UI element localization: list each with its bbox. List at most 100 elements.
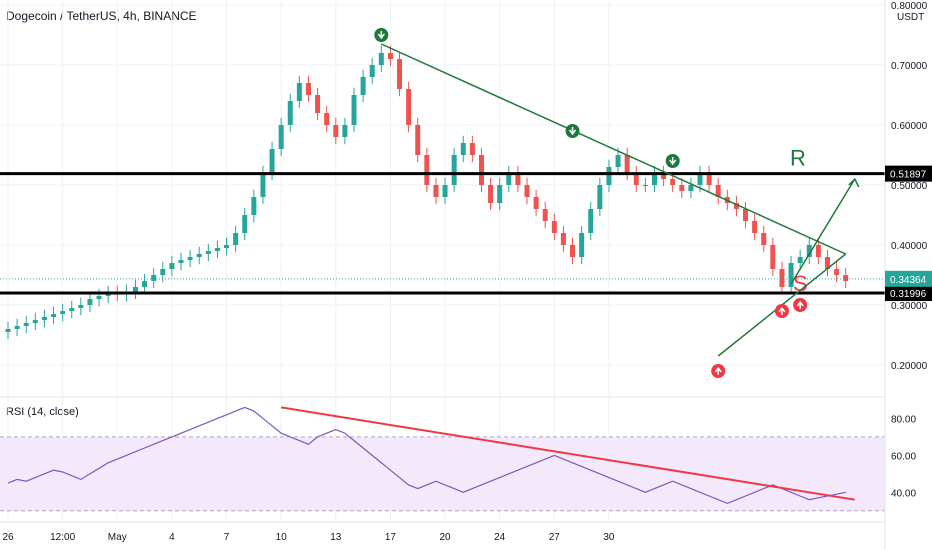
candle-body [752,221,758,233]
candle-body [324,113,330,125]
time-tick-label: 27 [549,532,561,543]
level-letter-S: S [793,271,808,296]
trendline [790,178,856,285]
candle-body [715,185,721,197]
candle-body [442,185,448,197]
candle-body [342,125,348,137]
candle-body [779,269,785,287]
rsi-tick-label: 60.00 [891,451,916,462]
candle-body [497,185,503,203]
rsi-trendline [280,406,855,501]
candle-body [242,215,248,233]
candle-body [351,95,357,125]
currency-label: USDT [897,12,924,23]
candle-body [743,209,749,221]
candle-body [469,143,475,155]
candle-body [142,281,148,287]
last-price-tag: 0.34364 [890,275,927,286]
up-arrow-icon [714,366,722,375]
candle-body [661,173,667,179]
candle-body [305,83,311,95]
time-tick-label: 17 [385,532,397,543]
candle-body [23,323,29,326]
candle-body [588,209,594,233]
last-price-tag-bg [885,270,932,287]
candle-body [560,233,566,245]
candle-body [542,209,548,221]
candle-body [533,197,539,209]
time-tick-label: 12:00 [50,532,75,543]
candle-body [87,299,93,305]
candle-body [624,155,630,173]
candle-body [424,155,430,185]
candle-body [78,305,84,308]
candle-body [788,263,794,287]
level-price-tag: 0.51897 [890,170,927,181]
time-tick-label: 10 [276,532,288,543]
candle-body [761,233,767,245]
candle-body [815,245,821,257]
candle-body [651,173,657,185]
candle-body [706,173,712,185]
candle-body [41,317,47,320]
candle-body [806,245,812,257]
candle-body [14,326,20,329]
price-tick-label: 0.80000 [891,1,928,12]
candle-body [315,95,321,113]
candle-body [843,275,849,281]
time-tick-label: 20 [439,532,451,543]
candle-body [251,197,257,215]
candle-body [688,185,694,191]
projection-arrowhead [848,177,860,188]
candle-body [278,125,284,149]
rsi-label: RSI (14, close) [6,406,79,418]
price-tick-label: 0.50000 [891,181,928,192]
down-arrow-icon [377,31,385,40]
candle-body [333,125,339,137]
candle-body [387,53,393,59]
candle-body [296,83,302,101]
candle-body [733,203,739,209]
price-tick-label: 0.70000 [891,61,928,72]
rsi-series-line [7,406,846,505]
time-tick-label: May [108,532,127,543]
level-price-tag-bg [885,165,932,182]
candle-body [269,149,275,173]
candle-body [214,248,220,251]
chart-title: Dogecoin / TetherUS, 4h, BINANCE [6,9,197,23]
level-price-tag-bg [885,285,932,302]
candle-body [515,173,521,185]
candle-body [460,143,466,155]
candle-body [615,155,621,167]
time-tick-label: 26 [2,532,14,543]
candle-body [378,53,384,65]
up-arrow-icon [778,306,786,315]
candle-body [633,173,639,185]
rsi-tick-label: 40.00 [891,488,916,499]
candle-body [406,89,412,125]
candle-body [451,155,457,185]
level-price-tag: 0.31996 [890,289,927,300]
candle-body [187,257,193,260]
candle-body [579,233,585,257]
candle-body [433,185,439,197]
candle-body [151,275,157,281]
time-tick-label: 13 [330,532,342,543]
candle-body [524,185,530,197]
candle-body [196,254,202,257]
candle-body [287,101,293,125]
candle-body [824,257,830,269]
price-tick-label: 0.60000 [891,121,928,132]
candle-body [679,185,685,191]
candle-body [369,65,375,77]
candle-body [597,185,603,209]
candle-body [506,173,512,185]
candle-body [488,185,494,203]
price-tick-label: 0.30000 [891,301,928,312]
up-arrow-icon [796,300,804,309]
candle-body [415,125,421,155]
level-letter-R: R [790,146,806,171]
trendline [381,43,846,255]
candle-body [360,77,366,95]
